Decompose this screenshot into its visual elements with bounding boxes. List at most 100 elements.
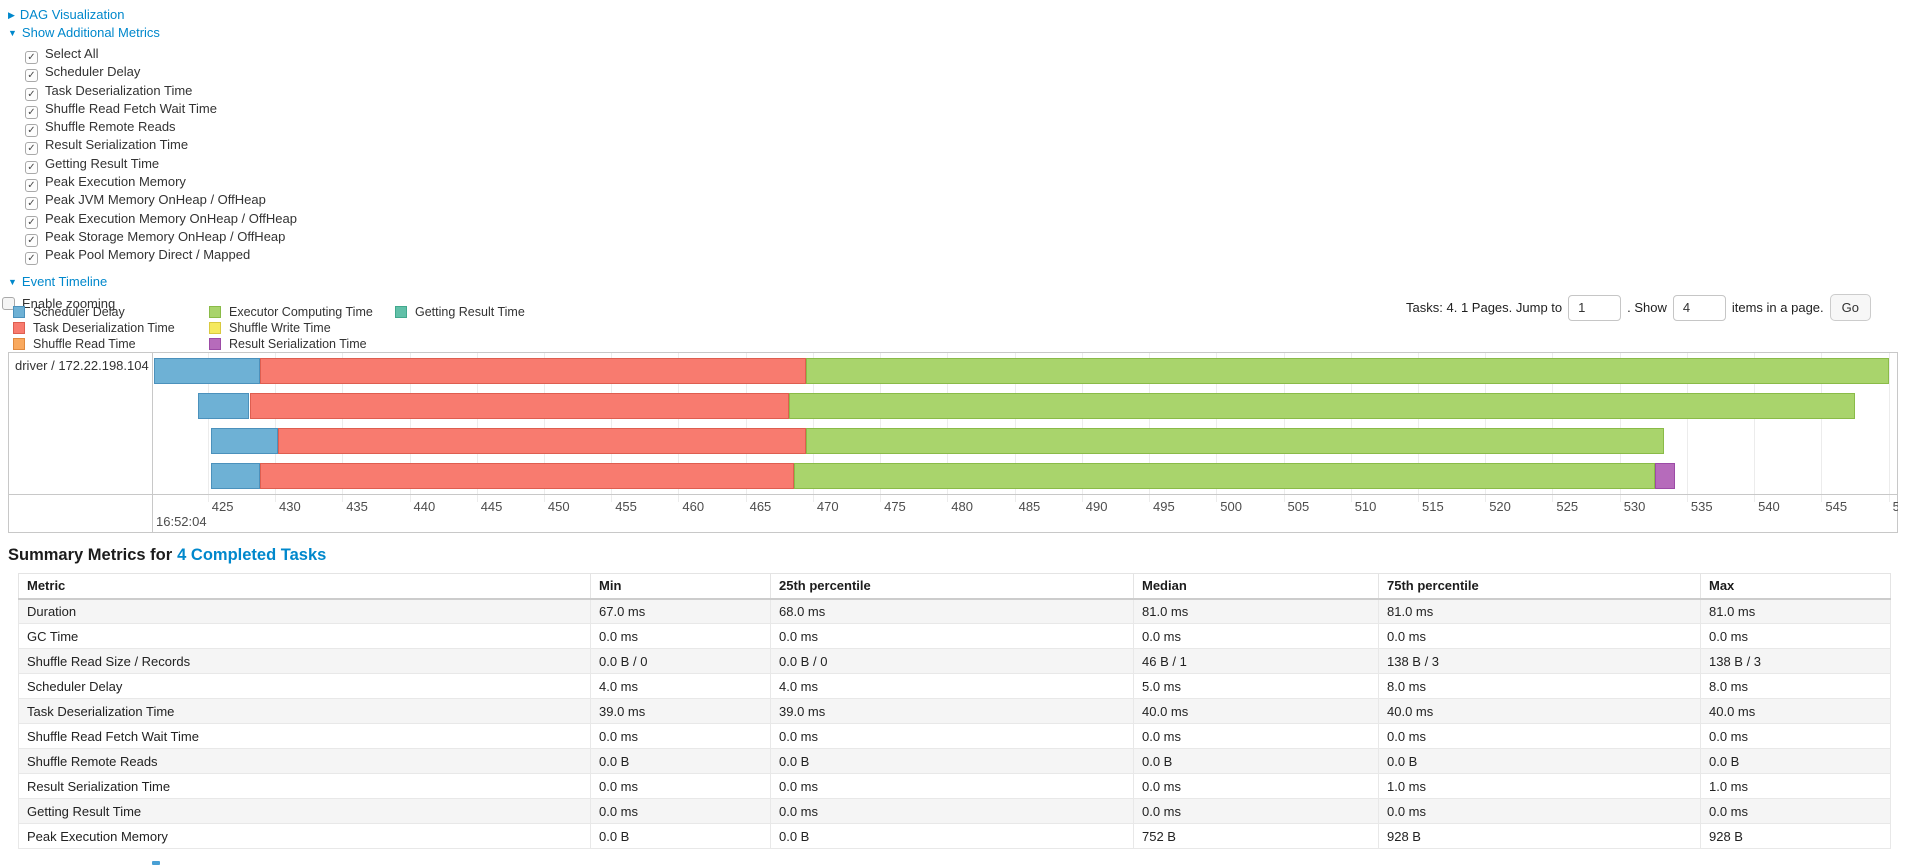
metric-value-cell-max: 40.0 ms	[1700, 698, 1891, 724]
task-4-segment-executor-computing-time[interactable]	[794, 463, 1655, 490]
metric-value-cell-median: 81.0 ms	[1133, 598, 1379, 624]
metric-value-cell-max: 0.0 B	[1700, 748, 1891, 774]
axis-tick	[1754, 495, 1756, 502]
task-3-segment-task-deserialization-time[interactable]	[277, 428, 807, 454]
checkbox-peak-storage-memory-onheap-offheap[interactable]: ✓	[25, 233, 38, 247]
metric-value-cell-max: 1.0 ms	[1700, 773, 1891, 799]
checkbox-peak-execution-memory[interactable]: ✓	[25, 179, 38, 193]
show-additional-metrics-link[interactable]: Show Additional Metrics	[21, 25, 160, 40]
table-row-result-serialization-time: Result Serialization Time 0.0 ms 0.0 ms 0.0…	[18, 773, 1891, 799]
task-3-segment-executor-computing-time[interactable]	[806, 428, 1665, 454]
axis-tick	[1283, 495, 1285, 502]
axis-tick	[745, 495, 747, 502]
dag-visualization-link[interactable]: DAG Visualization	[19, 7, 125, 22]
metric-value-cell-min: 0.0 B / 0	[590, 648, 771, 674]
table-row-scheduler-delay: Scheduler Delay 4.0 ms 4.0 ms 5.0 ms 8.0 ms 8…	[18, 673, 1891, 699]
metric-name-cell: Shuffle Read Size / Records	[18, 648, 591, 674]
metric-value-cell-median: 752 B	[1133, 823, 1379, 849]
axis-tick-label: 500	[1220, 499, 1242, 514]
show-additional-metrics-toggle[interactable]: ▼ Show Additional Metrics	[8, 25, 297, 42]
metric-value-cell-min: 4.0 ms	[590, 673, 771, 699]
axis-tick-label: 485	[1018, 499, 1041, 514]
legend-swatch-icon	[395, 306, 407, 318]
legend-label: Shuffle Write Time	[229, 321, 331, 335]
legend-swatch-icon	[13, 338, 25, 350]
task-4-segment-task-deserialization-time[interactable]	[260, 463, 794, 490]
metric-name-cell: Result Serialization Time	[18, 773, 591, 799]
metric-checkbox-item-peak-storage-memory-onheap-offheap: ✓ Peak Storage Memory OnHeap / OffHeap	[25, 229, 297, 248]
axis-tick	[275, 495, 276, 502]
task-4-segment-result-serialization-time[interactable]	[1654, 463, 1675, 490]
checkbox-task-deserialization-time[interactable]: ✓	[25, 87, 38, 101]
metric-value-cell-median: 5.0 ms	[1133, 673, 1379, 699]
axis-tick-label: 545	[1825, 499, 1848, 514]
checkbox-select-all[interactable]: ✓	[25, 51, 38, 64]
task-1-segment-executor-computing-time[interactable]	[806, 357, 1889, 384]
metric-value-cell-max: 0.0 ms	[1700, 798, 1891, 824]
axis-tick-label: 515	[1422, 499, 1444, 514]
axis-gridline	[611, 353, 613, 494]
checkbox-getting-result-time[interactable]: ✓	[25, 160, 38, 174]
checkbox-label: Scheduler Delay	[45, 64, 141, 80]
checkbox-peak-execution-memory-onheap-offheap[interactable]: ✓	[25, 215, 38, 229]
metric-value-cell-min: 0.0 ms	[590, 798, 771, 824]
timeline-plot-area: 425 430 435 440 445 450 455 460 465 470 475 480 485 4…	[154, 353, 1898, 532]
axis-tick-label: 450	[547, 499, 570, 514]
completed-tasks-link[interactable]: 4 Completed Tasks	[177, 546, 327, 564]
legend-swatch-icon	[13, 306, 25, 318]
legend-column: Getting Result Time	[395, 304, 525, 320]
event-timeline-toggle[interactable]: ▼ Event Timeline	[8, 274, 297, 291]
legend-item-getting-result-time: Getting Result Time	[395, 304, 525, 320]
axis-tick	[1821, 495, 1823, 502]
checkbox-peak-pool-memory-direct-mapped[interactable]: ✓	[25, 252, 38, 266]
checkbox-label: Peak Execution Memory	[45, 174, 186, 190]
axis-gridline	[1485, 353, 1487, 494]
task-2-segment-task-deserialization-time[interactable]	[249, 392, 789, 419]
event-timeline-chart: driver / 172.22.198.104 425 430 435 440 445 4…	[8, 352, 1898, 533]
axis-gridline	[745, 353, 747, 494]
go-button[interactable]: Go	[1829, 294, 1871, 321]
legend-label: Executor Computing Time	[229, 305, 373, 319]
event-timeline-link[interactable]: Event Timeline	[21, 273, 108, 289]
metric-value-cell-75th-percentile: 0.0 ms	[1378, 723, 1701, 749]
jump-to-page-input[interactable]	[1568, 294, 1622, 321]
axis-tick	[880, 495, 882, 502]
axis-tick-label: 540	[1758, 499, 1780, 514]
checkbox-label: Shuffle Remote Reads	[45, 119, 176, 135]
dag-visualization-toggle[interactable]: ▶ DAG Visualization	[8, 7, 297, 24]
task-4-segment-scheduler-delay[interactable]	[210, 463, 261, 490]
checkbox-result-serialization-time[interactable]: ✓	[25, 142, 38, 156]
axis-gridline	[476, 353, 478, 494]
metric-name-cell: Scheduler Delay	[18, 673, 591, 699]
axis-tick-label: 525	[1556, 499, 1579, 514]
timeline-group-panel: driver / 172.22.198.104	[9, 353, 153, 532]
axis-tick-label: 510	[1354, 499, 1377, 514]
checkbox-label: Getting Result Time	[45, 155, 160, 171]
axis-gridline	[1686, 353, 1688, 494]
task-2-segment-scheduler-delay[interactable]	[198, 392, 250, 419]
metric-value-cell-25th-percentile: 0.0 ms	[770, 623, 1134, 649]
task-2-segment-executor-computing-time[interactable]	[788, 392, 1855, 419]
axis-tick	[342, 495, 344, 502]
checkbox-shuffle-remote-reads[interactable]: ✓	[25, 124, 38, 138]
task-1-segment-scheduler-delay[interactable]	[154, 357, 261, 384]
task-1-segment-task-deserialization-time[interactable]	[260, 357, 807, 384]
checkbox-shuffle-read-fetch-wait-time[interactable]: ✓	[25, 105, 38, 119]
metric-value-cell-25th-percentile: 0.0 B	[770, 823, 1134, 849]
metric-value-cell-median: 0.0 ms	[1133, 723, 1379, 749]
legend-item-shuffle-write-time: Shuffle Write Time	[209, 320, 373, 336]
task-3-segment-scheduler-delay[interactable]	[210, 428, 278, 454]
items-per-page-input[interactable]	[1672, 294, 1726, 321]
checkbox-scheduler-delay[interactable]: ✓	[25, 69, 38, 83]
axis-gridline	[1149, 353, 1150, 494]
metric-value-cell-75th-percentile: 0.0 ms	[1378, 798, 1701, 824]
table-row-gc-time: GC Time 0.0 ms 0.0 ms 0.0 ms 0.0 ms 0.0 ms	[18, 623, 1891, 649]
checkbox-peak-jvm-memory-onheap-offheap[interactable]: ✓	[25, 197, 38, 211]
enable-zooming-checkbox[interactable]	[2, 296, 15, 310]
legend-label: Task Deserialization Time	[33, 321, 175, 335]
legend-item-shuffle-read-time: Shuffle Read Time	[13, 336, 175, 352]
axis-gridline	[812, 353, 814, 494]
table-header-row: Metric Min 25th percentile Median 75th perce…	[18, 573, 1891, 600]
axis-tick	[1014, 495, 1016, 502]
table-row-peak-execution-memory: Peak Execution Memory 0.0 B 0.0 B 752 B 928 …	[18, 823, 1891, 849]
